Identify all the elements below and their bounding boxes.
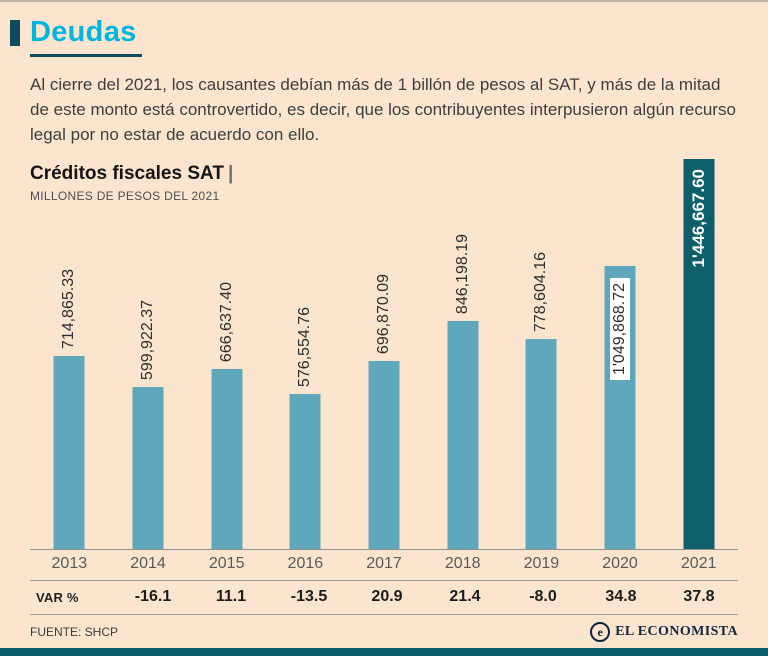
bar-2014 xyxy=(132,387,164,550)
top-hairline xyxy=(0,0,768,2)
plot-area: 714,865.33 599,922.37 666,637.40 576,554.76… xyxy=(30,159,738,551)
bar-value-label-2014: 599,922.37 xyxy=(139,300,156,381)
chart-subtitle: MILLONES DE PESOS DEL 2021 xyxy=(30,189,220,204)
bar-column-2018: 846,198.19 xyxy=(423,159,502,550)
bar-2017 xyxy=(368,361,400,550)
chart-header: Créditos fiscales SAT | MILLONES DE PESOS… xyxy=(30,163,233,203)
brand-e-icon: e xyxy=(590,622,611,643)
chart-title: Créditos fiscales SAT | xyxy=(30,163,233,185)
kicker-row: Deudas xyxy=(10,16,768,49)
var-value-2015: 11.1 xyxy=(215,588,247,606)
bar-2015 xyxy=(211,369,243,550)
bar-value-label-2021: 1'446,667.60 xyxy=(688,169,708,269)
source-label: FUENTE: SHCP xyxy=(30,625,119,640)
bar-column-2020: 1'049,868.72 xyxy=(581,159,660,550)
kicker-underline xyxy=(30,54,142,57)
bar-column-2016: 576,554.76 xyxy=(266,159,345,550)
bar-column-2013: 714,865.33 xyxy=(30,159,109,550)
footer: FUENTE: SHCP e EL ECONOMISTA xyxy=(30,622,738,643)
page-title: Deudas xyxy=(30,16,137,48)
brand-logo: e EL ECONOMISTA xyxy=(590,622,738,643)
bar-2013 xyxy=(53,356,85,550)
bar-value-label-2015: 666,637.40 xyxy=(217,282,235,363)
year-label-2016: 2016 xyxy=(287,555,324,573)
bar-column-2017: 696,870.09 xyxy=(345,159,424,550)
bar-value-label-2016: 576,554.76 xyxy=(296,307,314,388)
var-value-2014: -16.1 xyxy=(134,588,172,606)
intro-text: Al cierre del 2021, los causantes debían… xyxy=(30,75,736,145)
bar-value-label-2017: 696,870.09 xyxy=(375,274,393,355)
bar-column-2019: 778,604.16 xyxy=(502,159,581,550)
bottom-strip xyxy=(0,648,768,656)
chart-title-text: Créditos fiscales SAT xyxy=(30,163,224,185)
bar-2018 xyxy=(447,321,479,550)
kicker-marker xyxy=(10,19,20,46)
var-row-label: VAR % xyxy=(36,589,79,605)
var-value-2020: 34.8 xyxy=(605,588,637,606)
year-label-2021: 2021 xyxy=(680,555,717,573)
year-label-2018: 2018 xyxy=(444,555,481,573)
bar-column-2015: 666,637.40 xyxy=(187,159,266,550)
year-label-2017: 2017 xyxy=(366,555,402,573)
bar-value-label-2019: 778,604.16 xyxy=(532,252,550,333)
bar-2016 xyxy=(289,394,321,550)
var-value-2017: 20.9 xyxy=(371,588,403,606)
bar-value-label-2013: 714,865.33 xyxy=(60,269,78,350)
bar-column-2021: 1'446,667.60 xyxy=(659,159,738,550)
chart-title-separator: | xyxy=(227,163,234,185)
var-value-2016: -13.5 xyxy=(290,588,328,606)
year-label-2015: 2015 xyxy=(208,555,245,573)
year-label-2013: 2013 xyxy=(51,555,88,573)
var-value-2021: 37.8 xyxy=(683,588,715,606)
var-value-2019: -8.0 xyxy=(529,588,557,606)
chart: Créditos fiscales SAT | MILLONES DE PESOS… xyxy=(30,159,738,616)
bar-value-label-2020: 1'049,868.72 xyxy=(610,278,631,381)
year-label-2020: 2020 xyxy=(602,555,638,573)
var-value-2018: 21.4 xyxy=(449,588,481,606)
brand-name: EL ECONOMISTA xyxy=(615,624,738,640)
bar-2021 xyxy=(683,159,715,550)
bar-column-2014: 599,922.37 xyxy=(109,159,188,550)
bar-value-label-2018: 846,198.19 xyxy=(453,234,471,315)
year-label-2019: 2019 xyxy=(523,555,560,573)
bar-2019 xyxy=(525,339,557,550)
years-row: 2013 2014 2015 2016 2017 2018 2019 2020 2021 xyxy=(30,550,738,582)
header: Deudas xyxy=(0,2,768,57)
var-row: VAR % -16.1 11.1 -13.5 20.9 21.4 -8.0 34.8 37.8 xyxy=(30,581,738,616)
year-label-2014: 2014 xyxy=(130,555,166,573)
